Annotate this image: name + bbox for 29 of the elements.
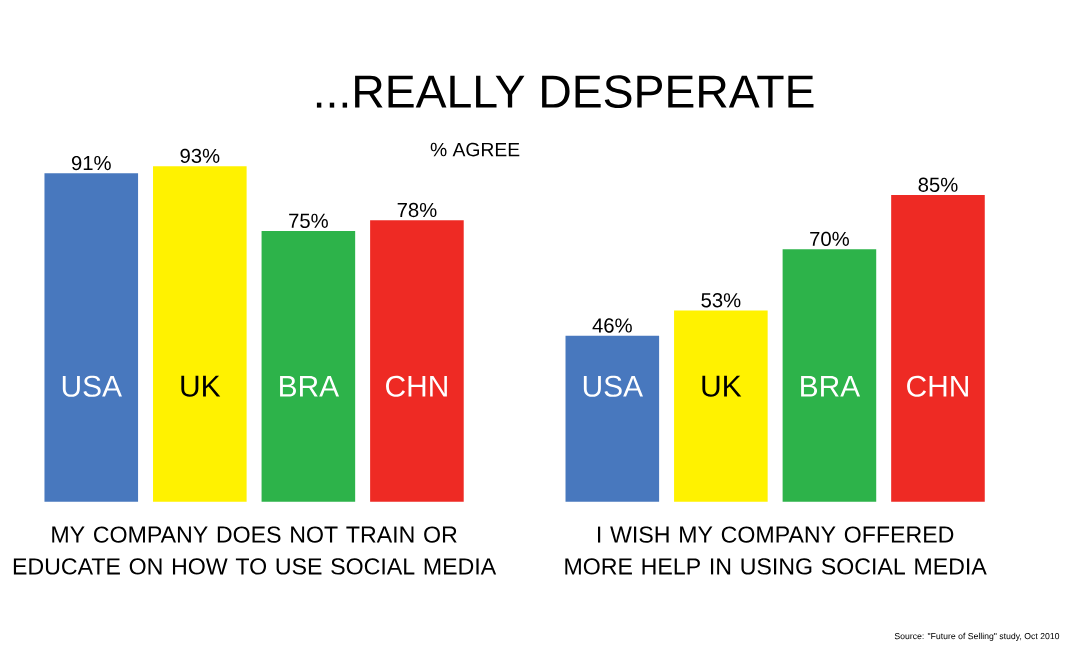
x-axis-title: I WISH MY COMPANY OFFERED MORE HELP IN USING SOCIAL MEDIA	[565, 526, 987, 575]
text: ...REALLY DESPERATE	[316, 75, 814, 109]
bar	[782, 249, 877, 502]
x-tick-label: USA	[62, 375, 122, 397]
bar	[44, 173, 139, 502]
x-axis-title: MY COMPANY DOES NOT TRAIN OR EDUCATE ON HOW TO USE SOCIAL MEDIA	[13, 526, 497, 575]
bar	[261, 231, 356, 502]
bar	[370, 220, 464, 502]
data-label: 78%	[397, 202, 437, 218]
bar	[153, 166, 247, 502]
bar	[891, 194, 985, 502]
x-tick-label: UK	[181, 375, 221, 397]
bar	[565, 335, 660, 502]
data-label: 91%	[71, 155, 111, 171]
x-tick-label: BRA	[801, 375, 861, 397]
data-label: 93%	[180, 148, 220, 163]
chart-subtitle: % AGREE	[430, 142, 520, 157]
data-label: 85%	[918, 177, 958, 192]
data-label: 53%	[701, 293, 741, 308]
data-label: 75%	[289, 213, 328, 228]
data-label: 70%	[810, 231, 849, 246]
x-tick-label: CHN	[386, 375, 447, 397]
data-label: 46%	[592, 318, 632, 333]
x-tick-label: USA	[583, 375, 644, 397]
x-tick-label: BRA	[280, 375, 340, 397]
source-note: Source: "Future of Selling" study, Oct 2010	[894, 632, 1060, 641]
x-tick-label: CHN	[907, 375, 968, 397]
bar	[674, 310, 768, 502]
x-tick-label: UK	[702, 375, 742, 397]
